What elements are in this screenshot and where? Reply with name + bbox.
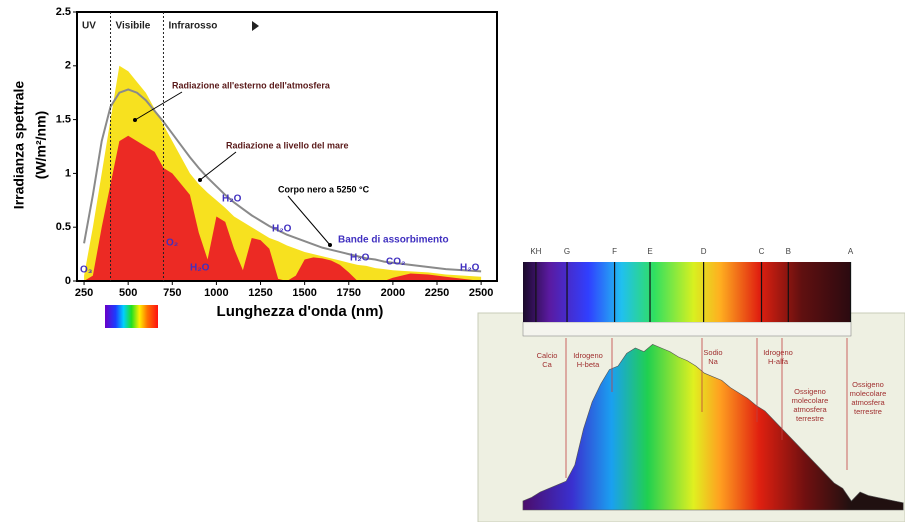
- annotation-text: atmosfera: [793, 405, 827, 414]
- arrow-head: [198, 178, 202, 182]
- series-annotation: Radiazione a livello del mare: [226, 140, 349, 150]
- absorption-note: Bande di assorbimento: [338, 235, 449, 246]
- annotation-text: atmosfera: [851, 398, 885, 407]
- absorption-label: O₂: [166, 238, 178, 249]
- annotation-text: H-alfa: [768, 357, 789, 366]
- line-label: KH: [530, 247, 541, 256]
- absorption-label: H₂O: [272, 224, 292, 235]
- y-axis-title: Irradianza spettrale: [11, 81, 27, 210]
- absorption-label: H₂O: [222, 194, 242, 205]
- annotation-text: Ossigeno: [852, 380, 884, 389]
- x-tick-label: 2250: [425, 287, 449, 299]
- x-tick-label: 500: [119, 287, 137, 299]
- line-label: D: [701, 247, 707, 256]
- annotation-text: Ca: [542, 360, 552, 369]
- region-label: Infrarosso: [168, 21, 217, 32]
- absorption-label: CO₂: [386, 257, 405, 268]
- absorption-label: H₂O: [460, 263, 480, 274]
- arrow-head: [133, 118, 137, 122]
- x-tick-label: 750: [163, 287, 181, 299]
- absorption-label: O₃: [80, 265, 93, 276]
- line-label: A: [848, 247, 854, 256]
- x-tick-label: 2000: [381, 287, 405, 299]
- line-label: B: [786, 247, 791, 256]
- annotation-text: Idrogeno: [763, 348, 793, 357]
- absorption-label: H₂O: [350, 253, 370, 264]
- ruler: [523, 322, 851, 336]
- chart: UV Visibile Infrarosso 0 0.5 1 1.5 2 2.5 250 500 75…: [0, 0, 905, 522]
- annotation-text: Ossigeno: [794, 387, 826, 396]
- solar-spectrum-chart: UV Visibile Infrarosso 0 0.5 1 1.5 2 2.5 250 500 75…: [11, 6, 497, 328]
- spectrum-strip: [523, 262, 851, 322]
- y-axis-title: (W/m²/nm): [33, 111, 49, 179]
- annotation-text: Calcio: [537, 351, 558, 360]
- x-axis-title: Lunghezza d'onda (nm): [217, 303, 384, 320]
- series-annotation: Corpo nero a 5250 °C: [278, 184, 370, 194]
- color-bar: [105, 305, 158, 328]
- x-tick-label: 1750: [337, 287, 361, 299]
- series-annotation: Radiazione all'esterno dell'atmosfera: [172, 80, 331, 90]
- region-label: UV: [82, 21, 96, 32]
- page: {"chart_data": [ {"type": "area", "ylabe…: [0, 0, 905, 522]
- y-tick-label: 0: [65, 275, 71, 287]
- line-label: F: [612, 247, 617, 256]
- arrow-head: [328, 243, 332, 247]
- annotation-text: Na: [708, 357, 718, 366]
- y-tick-label: 0.5: [56, 221, 71, 233]
- annotation-text: H-beta: [577, 360, 600, 369]
- annotation-text: molecolare: [850, 389, 887, 398]
- x-tick-label: 250: [75, 287, 93, 299]
- line-label: C: [759, 247, 765, 256]
- y-tick-label: 2: [65, 60, 71, 72]
- annotation-text: terrestre: [854, 407, 882, 416]
- y-tick-label: 1.5: [56, 114, 71, 126]
- line-label: G: [564, 247, 570, 256]
- x-tick-label: 2500: [469, 287, 493, 299]
- annotation-text: terrestre: [796, 414, 824, 423]
- x-tick-label: 1500: [292, 287, 316, 299]
- x-tick-label: 1250: [248, 287, 272, 299]
- annotation-text: Idrogeno: [573, 351, 603, 360]
- region-label: Visibile: [116, 21, 151, 32]
- annotation-text: molecolare: [792, 396, 829, 405]
- y-tick-label: 1: [65, 167, 71, 179]
- x-tick-label: 1000: [204, 287, 228, 299]
- annotation-text: Sodio: [703, 348, 722, 357]
- absorption-label: H₂O: [190, 263, 210, 274]
- y-tick-label: 2.5: [56, 6, 71, 18]
- line-label: E: [647, 247, 652, 256]
